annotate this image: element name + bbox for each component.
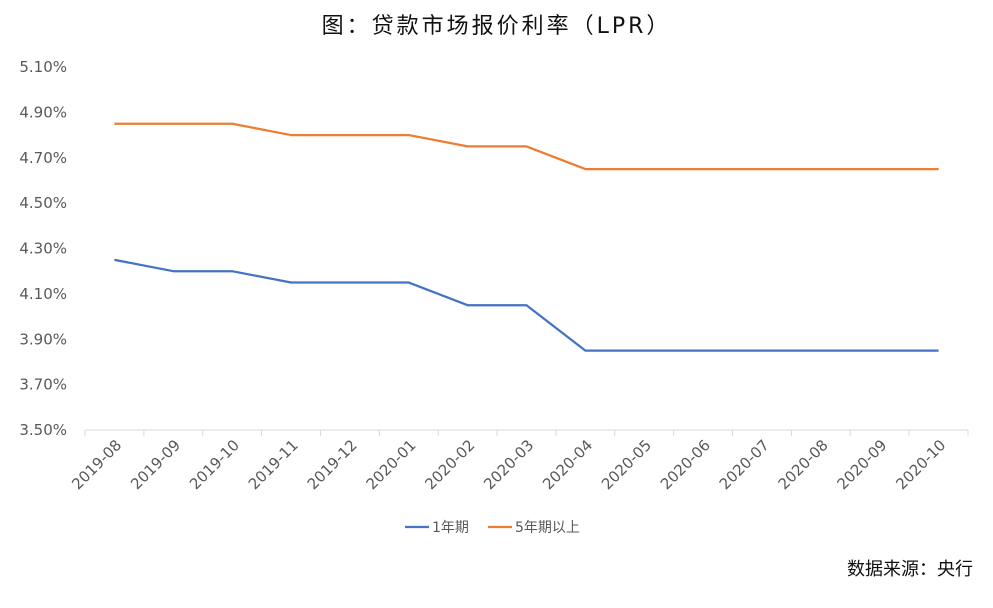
x-tick-label: 2020-01 (363, 436, 420, 493)
x-tick-label: 2019-12 (304, 436, 361, 493)
x-tick-label: 2020-07 (716, 436, 773, 493)
chart-title: 图：贷款市场报价利率（LPR） (321, 14, 672, 39)
x-tick-label: 2019-08 (68, 436, 125, 493)
y-tick-label: 3.90% (19, 330, 67, 348)
y-tick-label: 4.10% (19, 285, 67, 303)
y-tick-label: 4.50% (19, 194, 67, 212)
x-tick-label: 2020-02 (421, 436, 478, 493)
y-tick-label: 4.70% (19, 149, 67, 167)
x-tick-label: 2020-06 (657, 436, 714, 493)
x-tick-label: 2020-03 (480, 436, 537, 493)
x-tick-label: 2019-10 (186, 436, 243, 493)
y-tick-label: 3.50% (19, 421, 67, 439)
y-tick-label: 4.30% (19, 240, 67, 258)
legend-label: 5年期以上 (515, 520, 580, 536)
legend-label: 1年期 (432, 520, 469, 536)
x-tick-label: 2020-10 (892, 436, 949, 493)
x-tick-label: 2020-04 (539, 436, 596, 493)
x-tick-label: 2020-08 (775, 436, 832, 493)
x-tick-label: 2020-05 (598, 436, 655, 493)
y-tick-label: 4.90% (19, 103, 67, 121)
x-tick-label: 2020-09 (833, 436, 890, 493)
x-tick-label: 2019-09 (127, 436, 184, 493)
source-note: 数据来源：央行 (847, 559, 973, 580)
x-tick-label: 2019-11 (245, 436, 302, 493)
y-tick-label: 5.10% (19, 58, 67, 76)
y-tick-label: 3.70% (19, 376, 67, 394)
